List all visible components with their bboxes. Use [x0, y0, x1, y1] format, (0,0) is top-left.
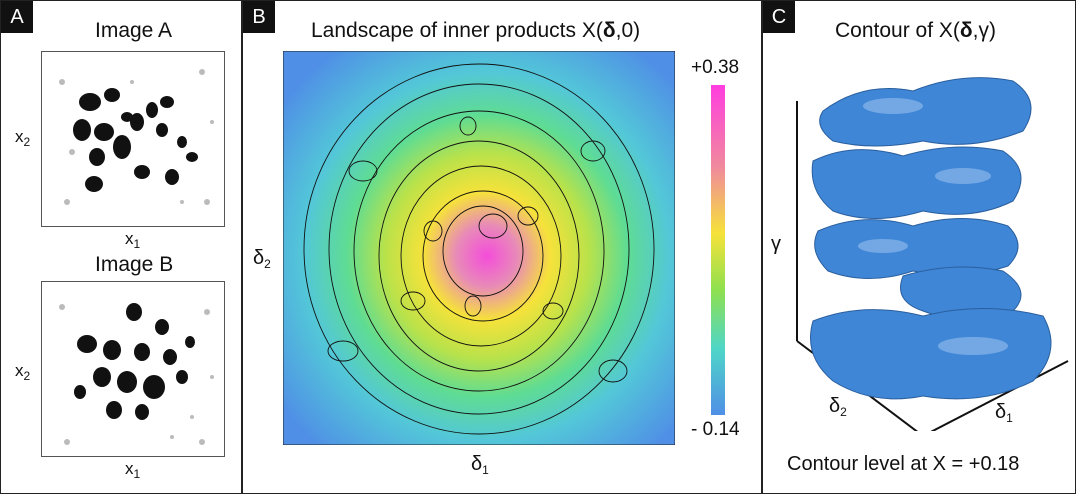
panel-b-xlabel: δ1 — [471, 453, 489, 477]
panel-b-ylabel-text: δ — [253, 247, 265, 269]
panel-c-tag: C — [763, 1, 795, 33]
isosurface-plot — [796, 77, 1069, 431]
landscape-contour-plot — [283, 51, 675, 445]
panel-c-caption: Contour level at X = +0.18 — [787, 453, 1020, 475]
panel-c-title-pre: Contour of X( — [835, 19, 960, 42]
colorbar-min-label: - 0.14 — [691, 419, 740, 440]
panel-c-d2-sub: 2 — [840, 405, 847, 419]
panel-a: A Image A x2 x1 Image B — [0, 0, 242, 494]
panel-c-gamma-label: γ — [771, 233, 781, 255]
panel-b: B Landscape of inner products X(δ,0) — [242, 0, 762, 494]
image-b-title: Image B — [95, 253, 174, 276]
image-b-x2-text: x — [15, 361, 24, 380]
panel-b-title: Landscape of inner products X(δ,0) — [311, 19, 640, 43]
panel-c: C Contour of X(δ,γ) γ δ2 δ1 Contour leve… — [762, 0, 1076, 494]
image-b-x1-text: x — [125, 459, 134, 478]
panel-b-ylabel: δ2 — [253, 247, 271, 271]
panel-b-title-bold: δ — [602, 19, 616, 42]
panel-c-d1-label: δ1 — [995, 401, 1013, 425]
image-b-x2-label: x2 — [15, 361, 30, 383]
panel-b-title-pre: Landscape of inner products X( — [311, 19, 603, 42]
image-a-x1-label: x1 — [125, 229, 140, 251]
image-b-x1-label: x1 — [125, 459, 140, 481]
image-b-frame — [41, 281, 225, 457]
panel-c-title-bold: δ — [959, 19, 973, 42]
image-a-x1-sub: 1 — [133, 237, 141, 251]
image-a-title: Image A — [95, 19, 173, 42]
panel-c-d2-label: δ2 — [829, 395, 847, 419]
image-b-blobs — [59, 303, 214, 445]
panel-b-ylabel-sub: 2 — [264, 257, 271, 271]
panel-b-xlabel-text: δ — [471, 453, 483, 475]
image-a-blobs — [59, 69, 214, 205]
image-a-frame — [41, 51, 225, 227]
panel-b-tag: B — [243, 1, 275, 33]
image-a-x2-sub: 2 — [23, 135, 31, 149]
panel-b-xlabel-sub: 1 — [482, 463, 489, 477]
image-a-x2-label: x2 — [15, 127, 30, 149]
panel-b-title-post: ,0) — [615, 19, 641, 42]
panel-c-title-post: ,γ) — [972, 19, 996, 42]
panel-c-title: Contour of X(δ,γ) — [835, 19, 996, 43]
image-a-x2-text: x — [15, 127, 24, 146]
panel-a-tag: A — [1, 1, 33, 33]
panel-c-d1-sub: 1 — [1006, 411, 1013, 425]
image-a-x1-text: x — [125, 229, 134, 248]
image-b-x2-sub: 2 — [23, 369, 31, 383]
image-b-x1-sub: 1 — [133, 467, 141, 481]
colorbar-max-label: +0.38 — [691, 57, 740, 78]
colorbar — [711, 85, 725, 415]
panel-c-d1-text: δ — [995, 401, 1007, 423]
panel-c-d2-text: δ — [829, 395, 841, 417]
